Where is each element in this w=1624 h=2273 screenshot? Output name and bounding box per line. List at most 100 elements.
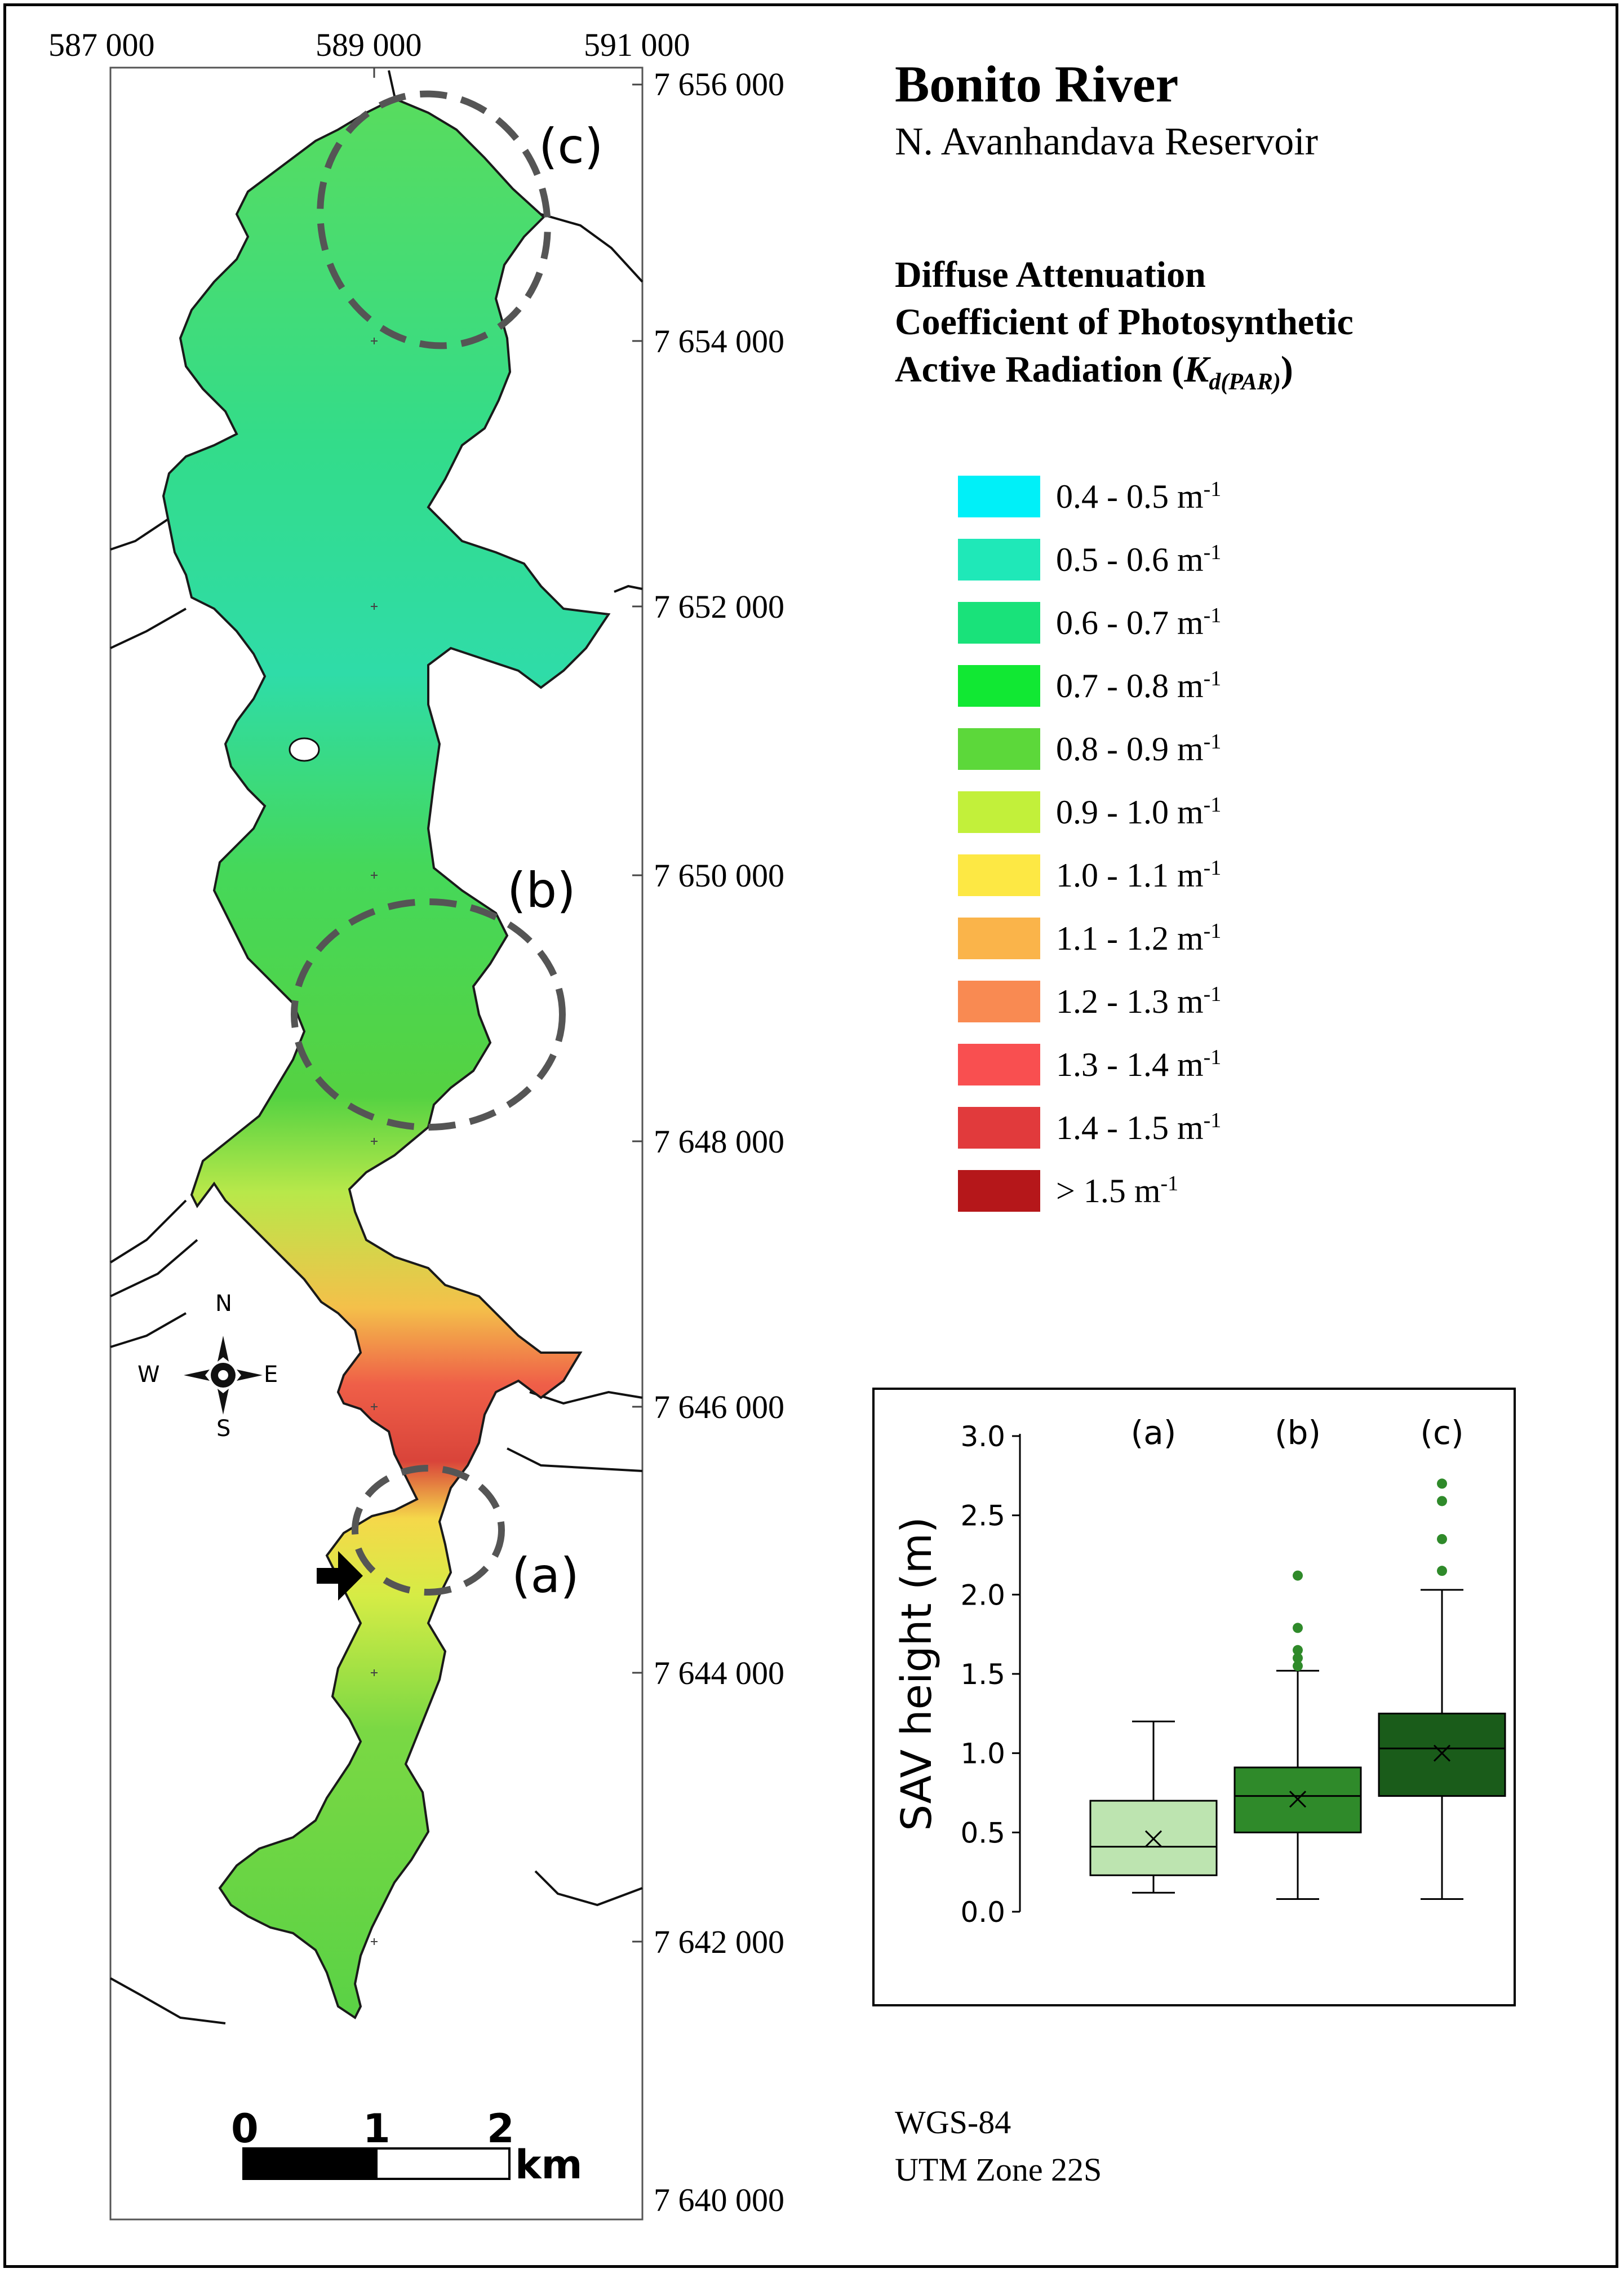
- legend-swatch: [958, 539, 1040, 581]
- legend-item: 1.4 - 1.5 m-1: [958, 1106, 1221, 1150]
- category-label: (c): [1420, 1414, 1463, 1452]
- site-circle-a: [352, 1465, 505, 1596]
- y-tick-label: 0.0: [960, 1896, 1005, 1929]
- legend-label-text: 0.9 - 1.0 m: [1056, 794, 1204, 831]
- legend-swatch: [958, 1044, 1040, 1085]
- y-tick-label: 2.0: [960, 1579, 1005, 1611]
- legend-label-text: 0.8 - 0.9 m: [1056, 730, 1204, 768]
- shoreline: [109, 70, 644, 2024]
- compass-n: N: [215, 1291, 232, 1317]
- legend-swatch: [958, 728, 1040, 770]
- northing-label: 7 646 000: [654, 1389, 784, 1425]
- category-label: (b): [1275, 1414, 1321, 1452]
- legend-unit-exponent: -1: [1203, 982, 1222, 1006]
- legend-item: 0.7 - 0.8 m-1: [958, 664, 1221, 708]
- legend-swatch: [958, 918, 1040, 959]
- northing-label: 7 650 000: [654, 857, 784, 894]
- legend-item: > 1.5 m-1: [958, 1169, 1178, 1213]
- northing-label: 7 642 000: [654, 1924, 784, 1960]
- outlier-point: [1437, 1534, 1447, 1544]
- outlier-point: [1437, 1496, 1447, 1507]
- legend-item: 1.2 - 1.3 m-1: [958, 980, 1221, 1023]
- legend-item: 0.9 - 1.0 m-1: [958, 790, 1221, 834]
- legend-unit-exponent: -1: [1203, 604, 1222, 627]
- y-tick-label: 0.5: [960, 1816, 1005, 1849]
- northing-label: 7 644 000: [654, 1655, 784, 1691]
- legend-swatch: [958, 665, 1040, 707]
- compass-rose: [184, 1336, 263, 1415]
- easting-label: 587 000: [48, 26, 155, 63]
- legend-unit-exponent: -1: [1160, 1172, 1179, 1195]
- easting-label: 591 000: [584, 26, 690, 63]
- outlier-point: [1293, 1570, 1303, 1581]
- legend-unit-exponent: -1: [1203, 477, 1222, 501]
- legend-label-text: 1.2 - 1.3 m: [1056, 983, 1204, 1020]
- legend-unit-exponent: -1: [1203, 540, 1222, 564]
- outlier-point: [1293, 1645, 1303, 1655]
- legend-unit-exponent: -1: [1203, 730, 1222, 754]
- category-label: (a): [1131, 1414, 1177, 1452]
- scale-unit: km: [515, 2142, 583, 2188]
- grid-crosses: [371, 338, 378, 1945]
- legend-label: 0.8 - 0.9 m-1: [1056, 729, 1221, 769]
- map-title: Bonito River: [895, 55, 1179, 113]
- legend-title: Diffuse Attenuation Coefficient of Photo…: [895, 251, 1354, 406]
- compass-e: E: [264, 1362, 278, 1388]
- y-tick-label: 2.5: [960, 1500, 1005, 1532]
- legend-swatch: [958, 981, 1040, 1022]
- northing-label: 7 652 000: [654, 588, 784, 625]
- legend-item: 1.1 - 1.2 m-1: [958, 916, 1221, 960]
- legend-unit-exponent: -1: [1203, 856, 1222, 880]
- legend-unit-exponent: -1: [1203, 667, 1222, 690]
- axis-ticks: [373, 68, 642, 1943]
- legend-label-text: 1.3 - 1.4 m: [1056, 1046, 1204, 1083]
- site-label-a: (a): [512, 1548, 579, 1604]
- scale-tick-1: 1: [363, 2106, 391, 2152]
- sav-boxplot: 0.0 0.5 1.0 1.5 2.0 2.5 3.0 SAV height (m) (a) (b…: [893, 1414, 1506, 1929]
- legend-title-line: Active Radiation (: [895, 349, 1184, 390]
- site-circle-c: [317, 90, 551, 349]
- site-label-c: (c): [539, 118, 604, 175]
- legend-swatch: [958, 791, 1040, 833]
- legend-item: 0.8 - 0.9 m-1: [958, 727, 1221, 771]
- kd-symbol: K: [1184, 349, 1209, 390]
- datum-line-1: WGS-84: [895, 2104, 1011, 2141]
- map-subtitle: N. Avanhandava Reservoir: [895, 120, 1318, 163]
- legend-title-line-3: Active Radiation (Kd(PAR)): [895, 346, 1354, 406]
- legend-label-text: 0.6 - 0.7 m: [1056, 604, 1204, 641]
- legend-item: 1.0 - 1.1 m-1: [958, 853, 1221, 897]
- legend-label: 0.4 - 0.5 m-1: [1056, 477, 1221, 516]
- legend-label: 1.1 - 1.2 m-1: [1056, 919, 1221, 958]
- legend-label-text: 1.4 - 1.5 m: [1056, 1109, 1204, 1146]
- kd-subscript: d(PAR): [1209, 369, 1281, 396]
- mean-marker: [1144, 1830, 1162, 1847]
- compass-s: S: [216, 1416, 231, 1442]
- scale-bar: [242, 2147, 511, 2180]
- northing-label: 7 654 000: [654, 323, 784, 360]
- legend-label: 1.4 - 1.5 m-1: [1056, 1108, 1221, 1147]
- legend-label-text: > 1.5 m: [1056, 1172, 1161, 1209]
- site-circles: [291, 90, 566, 1596]
- y-axis-label: SAV height (m): [893, 1517, 941, 1831]
- site-circle-b: [291, 898, 566, 1131]
- legend-label-text: 1.1 - 1.2 m: [1056, 920, 1204, 957]
- mean-marker: [1289, 1791, 1307, 1808]
- legend-swatch: [958, 476, 1040, 517]
- legend-label: 0.9 - 1.0 m-1: [1056, 792, 1221, 832]
- legend-label-text: 0.7 - 0.8 m: [1056, 667, 1204, 705]
- legend-label: 0.5 - 0.6 m-1: [1056, 540, 1221, 579]
- legend-label: 1.2 - 1.3 m-1: [1056, 982, 1221, 1021]
- legend-title-line: Coefficient of Photosynthetic: [895, 302, 1354, 343]
- legend-item: 0.6 - 0.7 m-1: [958, 601, 1221, 645]
- pointer-arrow: [317, 1551, 363, 1601]
- mean-marker: [1433, 1744, 1451, 1762]
- legend-label: 1.3 - 1.4 m-1: [1056, 1045, 1221, 1084]
- northing-label: 7 648 000: [654, 1123, 784, 1160]
- legend-item: 0.5 - 0.6 m-1: [958, 538, 1221, 582]
- legend-unit-exponent: -1: [1203, 793, 1222, 817]
- scale-tick-0: 0: [231, 2106, 259, 2152]
- scale-tick-2: 2: [487, 2106, 514, 2152]
- outlier-point: [1293, 1660, 1303, 1671]
- legend-label-text: 0.5 - 0.6 m: [1056, 541, 1204, 578]
- y-tick-label: 1.0: [960, 1738, 1005, 1770]
